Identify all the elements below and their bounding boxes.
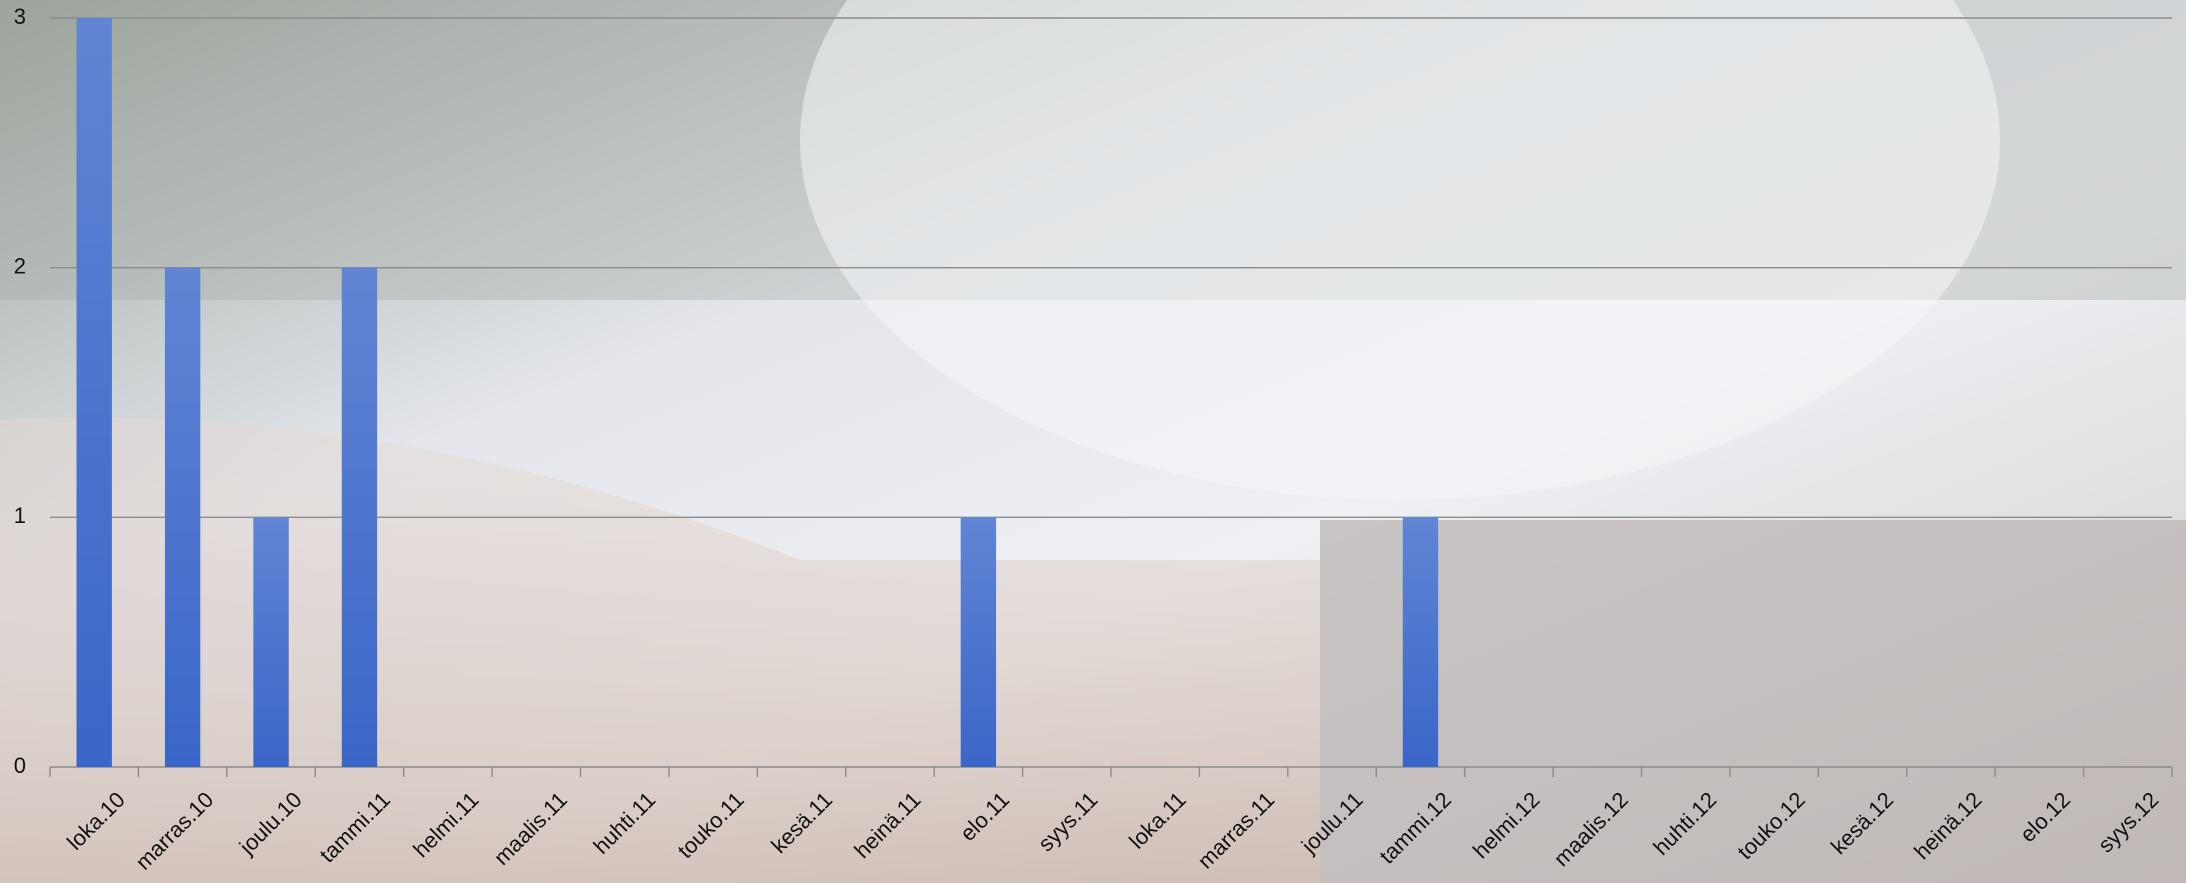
y-tick-label: 0 (14, 753, 26, 778)
bar-highlight (960, 517, 997, 767)
bar-highlight (253, 517, 289, 767)
bar-highlight (76, 18, 112, 767)
bar-highlight (164, 267, 201, 767)
y-tick-label: 3 (14, 4, 26, 29)
bar-highlight (1402, 517, 1439, 767)
photo-cow (800, 0, 2000, 500)
y-tick-label: 2 (14, 253, 26, 278)
bar-highlight (341, 267, 378, 767)
photo-shadow (1320, 520, 2186, 883)
y-tick-label: 1 (14, 503, 26, 528)
